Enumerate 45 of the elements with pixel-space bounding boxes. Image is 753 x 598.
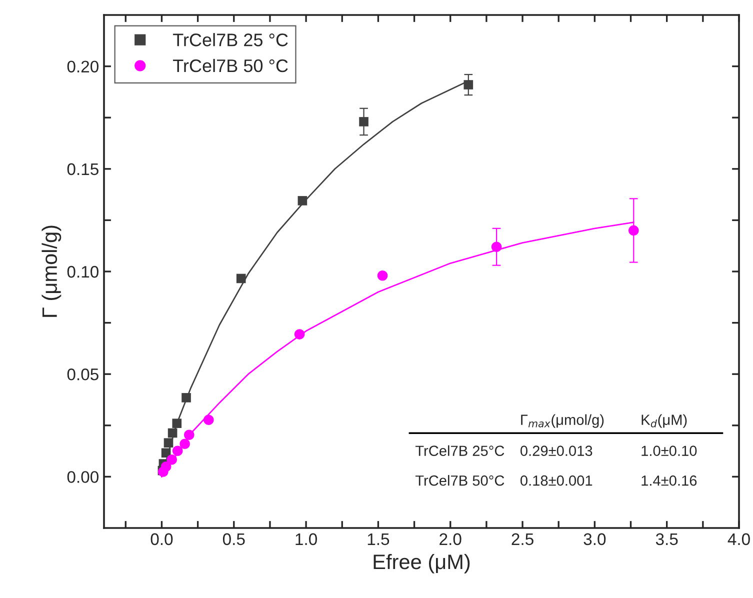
y-tick-label: 0.20 xyxy=(67,60,98,73)
y-tick-label: 0.05 xyxy=(67,368,98,380)
point xyxy=(294,329,305,340)
point xyxy=(464,80,474,90)
x-tick-label: 0.5 xyxy=(222,533,245,546)
point xyxy=(160,461,172,472)
annotation: 0.18±0.001 xyxy=(520,475,592,486)
point xyxy=(628,225,639,236)
x-tick-label: 3.0 xyxy=(584,533,606,546)
y-tick-label: 0.00 xyxy=(67,471,98,483)
point xyxy=(180,438,190,450)
point xyxy=(184,430,194,440)
point xyxy=(161,448,171,458)
point xyxy=(172,418,182,428)
annotation: 0.29±0.013 xyxy=(520,446,592,456)
x-tick-label: 0.0 xyxy=(150,533,173,546)
x-tick-label: 2.5 xyxy=(512,533,534,546)
y-tick-label: 0.15 xyxy=(67,163,98,176)
y-tick-label: 0.10 xyxy=(67,266,98,278)
annotation: Γ$_{max}$(μmol/g) xyxy=(521,414,604,428)
point xyxy=(168,428,178,438)
annotation: TrCel7B 25°C xyxy=(415,445,504,456)
point xyxy=(203,414,214,426)
point xyxy=(182,393,191,402)
point xyxy=(359,117,368,126)
point xyxy=(377,270,388,281)
x-tick-label: 2.0 xyxy=(440,533,462,546)
x-tick-label: 1.0 xyxy=(296,533,317,546)
x-tick-label: 3.5 xyxy=(656,533,678,546)
point xyxy=(166,454,177,465)
annotation: 1.4±0.16 xyxy=(642,475,697,486)
point xyxy=(236,274,246,284)
point xyxy=(298,196,308,206)
point xyxy=(164,438,174,448)
x-tick-label: 4.0 xyxy=(728,533,750,546)
legend-label: TrCel7B 50 °C xyxy=(173,58,288,72)
y-axis-title: Γ (μmol/g) xyxy=(42,226,62,317)
legend-label: TrCel7B 25 °C xyxy=(173,33,288,46)
x-tick-label: 1.5 xyxy=(368,533,390,546)
annotation: K$_{d}$(μM) xyxy=(642,414,687,428)
point xyxy=(172,446,183,456)
x-axis-title: Efree (μM) xyxy=(374,554,470,574)
annotation: 1.0±0.10 xyxy=(642,446,697,456)
point xyxy=(491,242,502,252)
annotation: TrCel7B 50°C xyxy=(415,475,504,486)
